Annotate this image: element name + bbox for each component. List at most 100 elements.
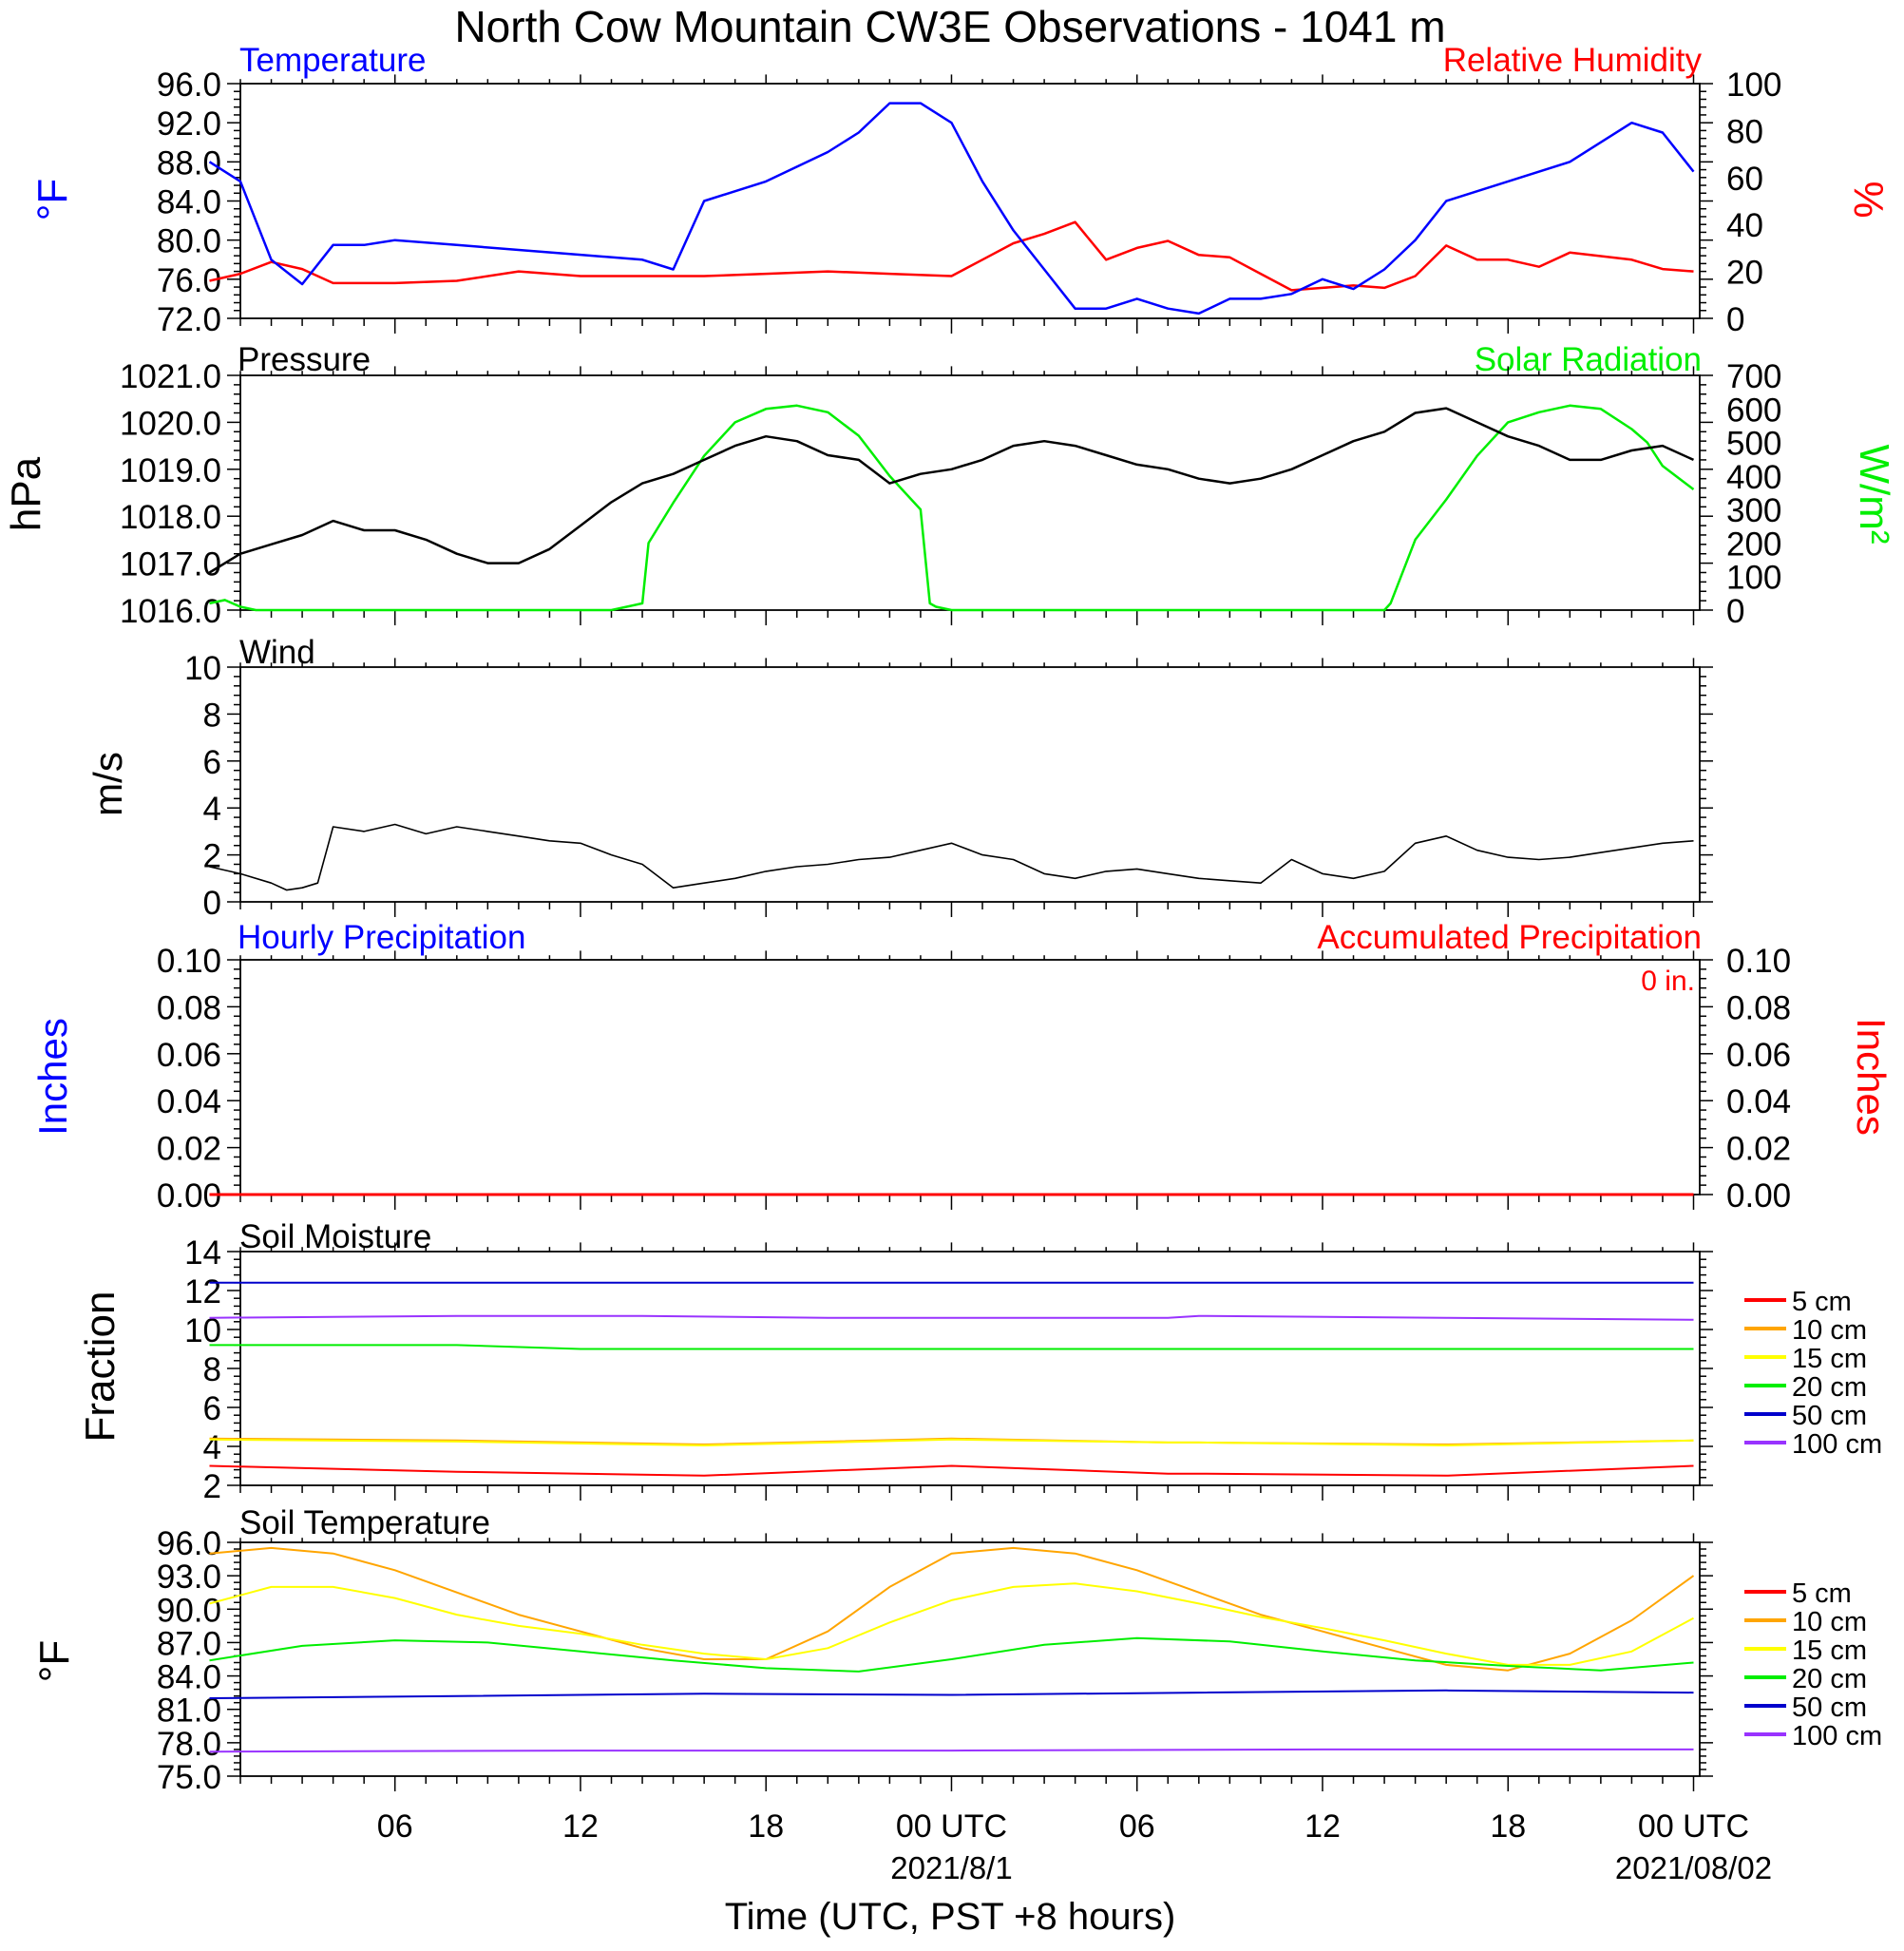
legend-label: 15 cm bbox=[1792, 1635, 1867, 1666]
legend-label: 10 cm bbox=[1792, 1315, 1867, 1346]
legend-label: 20 cm bbox=[1792, 1372, 1867, 1403]
y-right-tick-label: 700 bbox=[1726, 358, 1781, 395]
y-right-tick-label: 40 bbox=[1726, 207, 1763, 244]
y-left-tick-label: 2 bbox=[203, 838, 221, 875]
y-left-tick-label: 8 bbox=[203, 1351, 221, 1388]
y-left-tick-label: 1016.0 bbox=[120, 593, 221, 630]
soil-temp-line bbox=[209, 1636, 1694, 1673]
y-left-tick-label: 0.04 bbox=[157, 1083, 221, 1120]
y-right-tick-label: 0.06 bbox=[1726, 1037, 1791, 1074]
panel-soil-temperature: Soil Temperature °F 96.093.090.087.084.0… bbox=[31, 1504, 1882, 1796]
y-right-tick-label: 400 bbox=[1726, 459, 1781, 496]
y-left-tick-label: 1020.0 bbox=[120, 405, 221, 442]
x-tick-label: 12 bbox=[562, 1808, 599, 1845]
y-right-tick-label: 200 bbox=[1726, 526, 1781, 563]
y-left-tick-label: 90.0 bbox=[157, 1592, 221, 1629]
y-right-tick-label: 0 bbox=[1726, 593, 1744, 630]
y-left-tick-label: 1021.0 bbox=[120, 358, 221, 395]
solar-line bbox=[209, 404, 1695, 612]
rh-line bbox=[209, 220, 1694, 292]
y-left-tick-label: 6 bbox=[203, 1390, 221, 1427]
x-tick-label: 06 bbox=[1119, 1808, 1155, 1845]
legend-label: 50 cm bbox=[1792, 1401, 1867, 1431]
legend-label: 10 cm bbox=[1792, 1607, 1867, 1637]
y-right-tick-label: 80 bbox=[1726, 113, 1763, 150]
y-right-tick-label: 500 bbox=[1726, 426, 1781, 463]
y-left-tick-label: 10 bbox=[184, 650, 221, 687]
panel-temperature: Temperature Relative Humidity °F % 96.09… bbox=[29, 42, 1892, 338]
y-right-tick-label: 20 bbox=[1726, 255, 1763, 292]
y-right-tick-label: 300 bbox=[1726, 492, 1781, 529]
temperature-line bbox=[208, 102, 1695, 316]
y-right-tick-label: 100 bbox=[1726, 560, 1781, 597]
panel-precipitation: Hourly Precipitation Accumulated Precipi… bbox=[30, 919, 1894, 1215]
soil-temp-unit: °F bbox=[31, 1640, 78, 1682]
y-left-tick-label: 96.0 bbox=[157, 1525, 221, 1562]
y-left-tick-label: 78.0 bbox=[157, 1726, 221, 1763]
panel-wind: Wind m/s 10 8 6 4 2 0 bbox=[86, 634, 1713, 922]
soil-moisture-unit: Fraction bbox=[77, 1291, 124, 1443]
y-left-tick-label: 75.0 bbox=[157, 1759, 221, 1796]
soil-moisture-line bbox=[209, 1344, 1694, 1350]
x-tick-label: 18 bbox=[1490, 1808, 1526, 1845]
y-right-tick-label: 0 bbox=[1726, 301, 1744, 338]
y-left-tick-label: 8 bbox=[203, 697, 221, 734]
soil-temp-line bbox=[209, 1689, 1694, 1699]
y-left-tick-label: 4 bbox=[203, 1429, 221, 1466]
y-left-tick-label: 14 bbox=[184, 1234, 221, 1272]
y-left-tick-label: 80.0 bbox=[157, 223, 221, 260]
soil-temp-line bbox=[209, 1748, 1694, 1753]
y-left-tick-label: 0.06 bbox=[157, 1037, 221, 1074]
y-left-tick-label: 87.0 bbox=[157, 1625, 221, 1662]
legend-label: 100 cm bbox=[1792, 1721, 1882, 1751]
legend-label: 20 cm bbox=[1792, 1664, 1867, 1694]
y-left-tick-label: 96.0 bbox=[157, 67, 221, 104]
rh-unit: % bbox=[1845, 181, 1892, 218]
accum-precip-title: Accumulated Precipitation bbox=[1317, 919, 1702, 956]
pressure-unit: hPa bbox=[3, 456, 49, 531]
legend-label: 5 cm bbox=[1792, 1287, 1852, 1317]
y-right-tick-label: 0.10 bbox=[1726, 943, 1791, 980]
soil-temp-line bbox=[209, 1546, 1695, 1672]
y-left-tick-label: 93.0 bbox=[157, 1559, 221, 1596]
plot-frame bbox=[239, 83, 1701, 319]
legend-label: 100 cm bbox=[1792, 1429, 1882, 1460]
precip-plot-area: 0.10 0.08 0.06 0.04 0.02 0.00 0.10 0.08 0.06 0.04… bbox=[157, 943, 1791, 1215]
y-left-tick-label: 0.08 bbox=[157, 989, 221, 1026]
y-right-tick-label: 0.00 bbox=[1726, 1177, 1791, 1215]
plot-frame bbox=[239, 959, 1701, 1195]
soil-moisture-line bbox=[209, 1438, 1694, 1446]
wind-title: Wind bbox=[239, 634, 315, 671]
solar-title: Solar Radiation bbox=[1475, 341, 1702, 378]
x-tick-label: 06 bbox=[377, 1808, 413, 1845]
x-date-label: 2021/08/02 bbox=[1615, 1850, 1772, 1885]
soil-temp-line bbox=[209, 1582, 1694, 1666]
wind-plot-area: 10 8 6 4 2 0 bbox=[184, 650, 1713, 922]
y-left-tick-label: 6 bbox=[203, 744, 221, 781]
y-left-tick-label: 12 bbox=[184, 1273, 221, 1310]
pressure-plot-area: 1021.0 1020.0 1019.0 1018.0 1017.0 1016.0 7006… bbox=[120, 358, 1781, 630]
plot-frame bbox=[239, 374, 1701, 611]
temperature-unit: °F bbox=[29, 179, 76, 220]
x-tick-label: 12 bbox=[1304, 1808, 1341, 1845]
soil-temp-plot-area: 96.093.090.087.084.081.078.075.0 bbox=[157, 1525, 1713, 1796]
wind-speed-line bbox=[209, 823, 1694, 891]
y-left-tick-label: 1017.0 bbox=[120, 546, 221, 583]
plot-frame bbox=[239, 666, 1701, 903]
temperature-title: Temperature bbox=[239, 42, 426, 79]
hourly-precip-title: Hourly Precipitation bbox=[238, 919, 525, 956]
plot-frame bbox=[239, 1541, 1701, 1777]
y-left-tick-label: 1018.0 bbox=[120, 499, 221, 536]
precip-total: 0 in. bbox=[1641, 966, 1695, 997]
x-tick-label: 18 bbox=[748, 1808, 784, 1845]
y-right-tick-label: 0.04 bbox=[1726, 1083, 1791, 1120]
x-tick-label: 00 UTC bbox=[1638, 1808, 1749, 1845]
y-right-tick-label: 600 bbox=[1726, 392, 1781, 429]
soil-moisture-line bbox=[209, 1314, 1694, 1321]
y-right-tick-label: 0.02 bbox=[1726, 1131, 1791, 1168]
